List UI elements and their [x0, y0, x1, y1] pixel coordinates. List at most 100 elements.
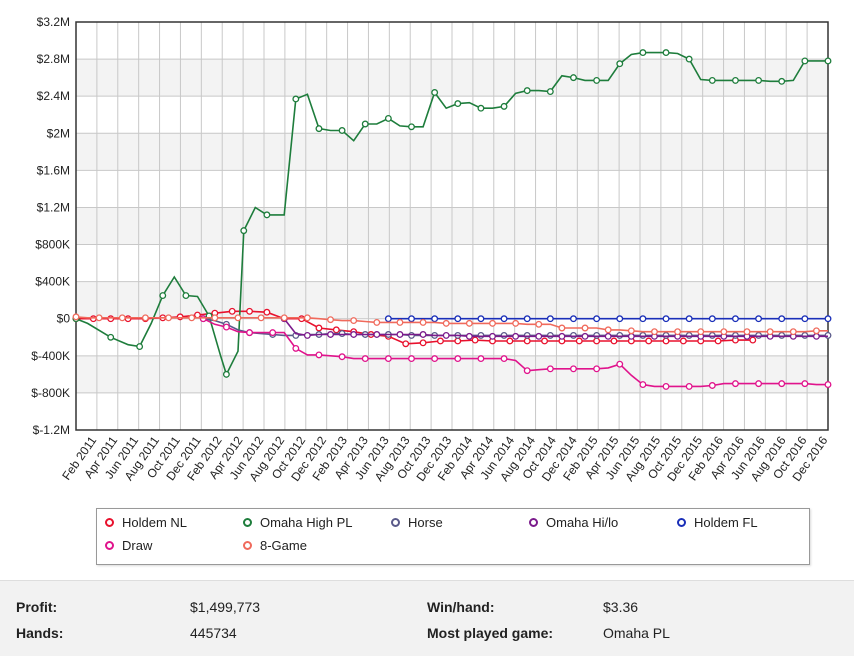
most-played-value: Omaha PL	[603, 625, 670, 641]
data-point	[176, 313, 184, 321]
data-point	[581, 332, 589, 340]
y-tick-label: $2.8M	[37, 52, 70, 66]
data-point	[662, 382, 670, 390]
legend-item-8-game[interactable]: 8-Game	[243, 538, 307, 553]
data-point	[361, 120, 369, 128]
y-tick-label: $2.4M	[37, 89, 70, 103]
data-point	[714, 337, 722, 345]
data-point	[303, 314, 311, 322]
data-point	[408, 123, 415, 131]
data-point	[107, 315, 115, 323]
data-point	[408, 355, 415, 363]
data-point	[627, 332, 635, 340]
y-tick-label: $3.2M	[37, 15, 70, 29]
data-point	[523, 315, 531, 323]
data-point	[824, 381, 832, 389]
data-point	[731, 315, 739, 323]
legend-marker-icon	[391, 518, 400, 527]
legend-item-draw[interactable]: Draw	[105, 538, 152, 553]
data-point	[801, 315, 809, 323]
data-point	[546, 365, 554, 373]
data-point	[512, 319, 520, 327]
legend-marker-icon	[529, 518, 538, 527]
data-point	[240, 227, 248, 235]
data-point	[95, 314, 103, 322]
data-point	[570, 315, 577, 323]
data-point	[616, 315, 624, 323]
data-point	[558, 324, 566, 332]
most-played-label: Most played game:	[427, 625, 554, 641]
legend-marker-icon	[243, 518, 252, 527]
data-point	[89, 315, 97, 323]
data-point	[263, 308, 271, 316]
data-point	[315, 324, 323, 332]
data-point	[546, 331, 554, 339]
data-point	[627, 327, 635, 335]
data-point	[593, 337, 601, 345]
data-point	[246, 329, 253, 337]
data-point	[194, 311, 201, 319]
legend-marker-icon	[105, 518, 114, 527]
data-point	[165, 314, 173, 322]
data-point	[292, 344, 300, 352]
data-point	[72, 313, 80, 321]
legend-marker-icon	[677, 518, 686, 527]
data-point	[755, 331, 763, 339]
data-point	[789, 328, 797, 336]
legend-item-horse[interactable]: Horse	[391, 515, 443, 530]
data-point	[755, 380, 763, 388]
data-point	[338, 330, 346, 338]
data-point	[639, 331, 647, 339]
data-point	[396, 318, 404, 326]
data-point	[465, 332, 473, 340]
data-point	[639, 315, 647, 323]
data-point	[731, 331, 739, 339]
data-point	[182, 292, 190, 299]
data-point	[303, 331, 311, 339]
data-point	[431, 355, 439, 363]
data-point	[824, 57, 832, 65]
data-point	[477, 355, 485, 363]
y-tick-label: $1.6M	[37, 163, 70, 177]
data-point	[188, 314, 196, 322]
legend-item-holdem-fl[interactable]: Holdem FL	[677, 515, 758, 530]
data-point	[500, 355, 508, 363]
data-point	[685, 331, 693, 339]
legend-item-omaha-high-pl[interactable]: Omaha High PL	[243, 515, 353, 530]
data-point	[477, 315, 485, 323]
data-point	[315, 351, 323, 359]
data-point	[593, 365, 601, 373]
data-point	[327, 316, 334, 324]
data-point	[639, 381, 647, 389]
data-point	[593, 315, 601, 323]
data-point	[159, 292, 167, 299]
data-point	[708, 382, 716, 389]
legend-label: Holdem NL	[122, 515, 188, 530]
data-point	[662, 331, 670, 339]
winhand-label: Win/hand:	[427, 599, 495, 615]
data-point	[523, 367, 531, 375]
data-point	[535, 332, 543, 340]
data-point	[431, 315, 439, 323]
legend-item-holdem-nl[interactable]: Holdem NL	[105, 515, 187, 530]
data-point	[136, 343, 144, 350]
series-line	[202, 317, 828, 388]
data-point	[419, 318, 427, 326]
hands-value: 445734	[190, 625, 237, 641]
data-point	[350, 331, 358, 338]
data-point	[523, 331, 531, 339]
data-point	[685, 382, 693, 390]
data-point	[731, 380, 739, 388]
data-point	[454, 337, 462, 345]
data-point	[593, 331, 601, 339]
data-point	[384, 355, 392, 363]
legend-label: Holdem FL	[694, 515, 758, 530]
y-tick-label: $800K	[35, 238, 70, 252]
legend-item-omaha-hilo[interactable]: Omaha Hi/lo	[529, 515, 618, 530]
data-point	[645, 337, 653, 345]
data-point	[708, 76, 716, 84]
data-point	[570, 331, 577, 339]
data-point	[298, 315, 306, 323]
data-point	[708, 315, 716, 323]
data-point	[338, 127, 346, 134]
